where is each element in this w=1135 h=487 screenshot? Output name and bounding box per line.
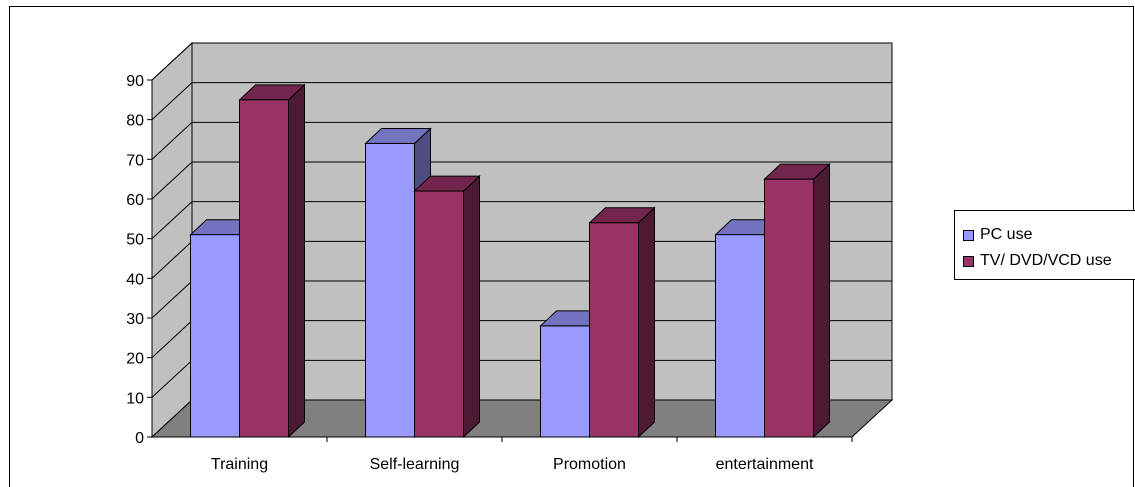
y-tick-label: 50 [126, 232, 144, 249]
x-tick-label: entertainment [716, 456, 814, 473]
bar-front [540, 325, 590, 438]
legend-item-pc-use: PC use [963, 225, 1032, 245]
legend-label-tv-dvd-vcd-use: TV/ DVD/VCD use [980, 252, 1112, 269]
bar-side [288, 83, 305, 439]
bar-front [365, 142, 415, 438]
gridline [151, 42, 892, 81]
bar-front [414, 190, 464, 438]
y-tick-label: 20 [126, 351, 144, 368]
y-tick-label: 90 [126, 73, 144, 90]
gridline [151, 82, 892, 121]
y-tick-label: 80 [126, 113, 144, 130]
chart-legend: PC use TV/ DVD/VCD use [954, 210, 1135, 280]
y-tick-label: 40 [126, 271, 144, 288]
bar-front [589, 222, 639, 438]
legend-swatch-pc-use [963, 229, 974, 241]
y-tick-label: 0 [135, 430, 144, 447]
x-tick-label: Training [211, 456, 268, 473]
bar-side [813, 163, 830, 439]
y-tick-label: 70 [126, 152, 144, 169]
bar-front [239, 99, 289, 438]
chart-labels: 0 10 20 30 40 50 60 70 80 90 Training Self-learning… [126, 73, 814, 473]
gridline [151, 161, 892, 200]
gridline [151, 201, 892, 240]
bar-side [463, 174, 480, 439]
legend-item-tv-dvd-vcd-use: TV/ DVD/VCD use [963, 251, 1112, 271]
y-tick-label: 30 [126, 311, 144, 328]
bar-promotion-tv-dvd-vcd-use [588, 206, 656, 439]
y-tick-label: 60 [126, 192, 144, 209]
bar-front [764, 178, 814, 438]
x-tick-label: Self-learning [370, 456, 460, 473]
bar-front [715, 234, 765, 438]
chart-bars [189, 83, 831, 439]
bar-entertainment-tv-dvd-vcd-use [763, 163, 831, 439]
gridline [151, 121, 892, 160]
bar-training-tv-dvd-vcd-use [238, 83, 306, 439]
bar-side [638, 206, 655, 439]
bar-self-learning-tv-dvd-vcd-use [413, 174, 481, 439]
legend-swatch-tv-dvd-vcd-use [963, 255, 974, 267]
y-tick-label: 10 [126, 390, 144, 407]
legend-label-pc-use: PC use [980, 226, 1033, 243]
bar-front [190, 234, 240, 438]
x-tick-label: Promotion [553, 456, 626, 473]
side-wall [151, 41, 193, 439]
